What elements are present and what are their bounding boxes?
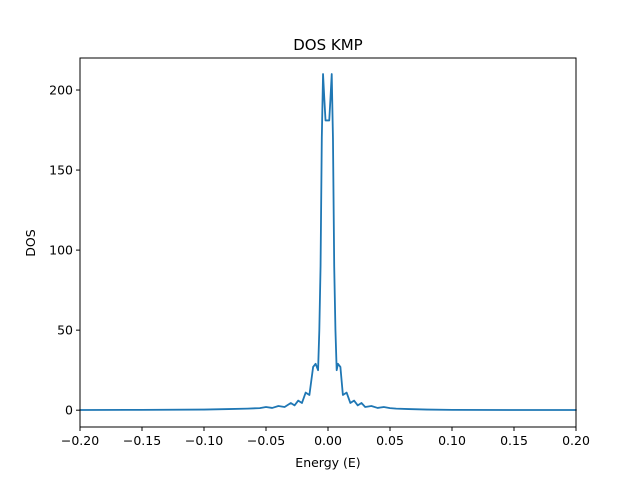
y-tick-label: 100 bbox=[49, 243, 73, 258]
x-axis-label: Energy (E) bbox=[295, 455, 360, 470]
x-tick-label: 0.20 bbox=[562, 433, 590, 448]
y-tick-label: 200 bbox=[49, 83, 73, 98]
x-tick-label: 0.00 bbox=[314, 433, 342, 448]
x-axis: −0.20 −0.15 −0.10 −0.05 0.00 0.05 0.10 0.15 0.20 bbox=[61, 427, 590, 448]
chart-title: DOS KMP bbox=[293, 36, 362, 54]
x-tick-label: −0.05 bbox=[247, 433, 285, 448]
x-tick-label: −0.15 bbox=[123, 433, 161, 448]
plot-area bbox=[79, 73, 577, 411]
x-tick-label: 0.15 bbox=[500, 433, 528, 448]
y-tick-label: 0 bbox=[65, 403, 73, 418]
y-axis-label: DOS bbox=[23, 229, 38, 256]
x-tick-label: −0.20 bbox=[61, 433, 99, 448]
x-tick-label: −0.10 bbox=[185, 433, 223, 448]
y-axis: 0 50 100 150 200 bbox=[49, 83, 80, 418]
y-tick-label: 50 bbox=[57, 323, 73, 338]
dos-series-line bbox=[79, 73, 577, 411]
x-tick-label: 0.10 bbox=[438, 433, 466, 448]
x-tick-label: 0.05 bbox=[376, 433, 404, 448]
y-tick-label: 150 bbox=[49, 163, 73, 178]
